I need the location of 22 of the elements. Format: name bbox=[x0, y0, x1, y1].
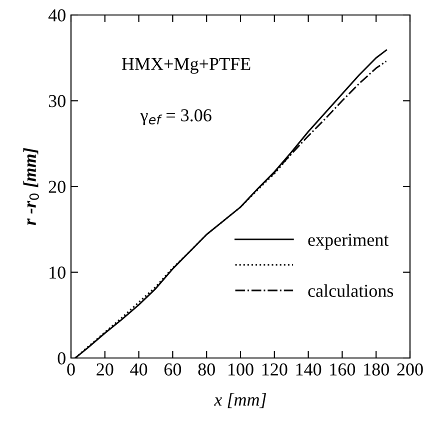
y-tick-label: 0 bbox=[58, 352, 66, 364]
annotation: γ$_{ef}$ = 3.06 bbox=[140, 109, 212, 126]
x-axis-title: x [mm] bbox=[214, 393, 266, 408]
legend-label: calculations bbox=[308, 284, 394, 297]
y-axis-title: r -r$_{0}$ [mm] bbox=[23, 148, 39, 226]
x-tick-label: 120 bbox=[262, 363, 288, 376]
y-tick-label: 10 bbox=[50, 266, 66, 279]
x-tick-label: 200 bbox=[397, 363, 423, 376]
x-tick-label: 180 bbox=[364, 363, 389, 376]
x-tick-label: 80 bbox=[198, 363, 215, 376]
y-tick-label: 30 bbox=[48, 95, 66, 108]
y-tick-label: 20 bbox=[48, 180, 66, 193]
x-tick-label: 140 bbox=[296, 363, 322, 376]
x-tick-label: 40 bbox=[130, 363, 148, 376]
legend-label: experiment bbox=[308, 234, 389, 250]
x-tick-label: 60 bbox=[164, 363, 182, 376]
x-tick-label: 160 bbox=[330, 363, 356, 376]
x-tick-label: 20 bbox=[96, 363, 114, 376]
x-tick-label: 0 bbox=[67, 363, 75, 376]
y-tick-label: 40 bbox=[48, 9, 66, 22]
annotation: HMX+Mg+PTFE bbox=[122, 58, 250, 74]
x-tick-label: 100 bbox=[228, 363, 254, 376]
